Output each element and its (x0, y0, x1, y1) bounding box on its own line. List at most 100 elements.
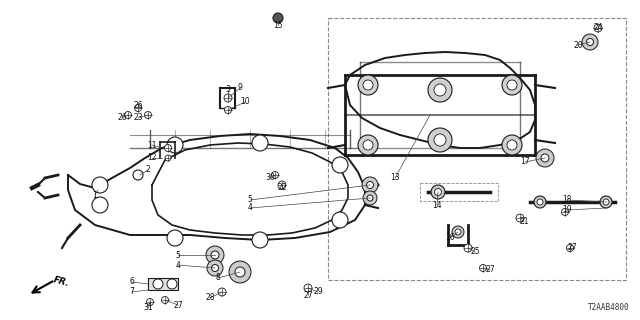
Text: 30: 30 (265, 173, 275, 182)
Text: 12: 12 (147, 154, 157, 163)
Circle shape (507, 80, 517, 90)
Circle shape (455, 229, 461, 235)
Bar (328, 18, 626, 280)
Text: 29: 29 (313, 287, 323, 297)
Circle shape (235, 267, 245, 277)
Bar (420, 183, 498, 201)
Text: 11: 11 (147, 140, 157, 149)
Text: 3: 3 (225, 85, 230, 94)
Circle shape (229, 261, 251, 283)
Circle shape (147, 299, 154, 306)
Circle shape (452, 226, 464, 238)
Circle shape (566, 244, 573, 252)
Circle shape (594, 24, 602, 32)
Circle shape (252, 232, 268, 248)
Circle shape (367, 181, 374, 188)
Text: 28: 28 (205, 293, 215, 302)
Circle shape (502, 75, 522, 95)
Text: 18: 18 (563, 196, 572, 204)
Circle shape (582, 34, 598, 50)
Text: 27: 27 (567, 244, 577, 252)
Text: 9: 9 (237, 84, 243, 92)
Circle shape (561, 209, 568, 215)
Circle shape (134, 105, 141, 111)
Circle shape (537, 199, 543, 205)
Circle shape (363, 80, 373, 90)
Circle shape (428, 128, 452, 152)
Text: 6: 6 (129, 277, 134, 286)
Circle shape (363, 140, 373, 150)
Text: 19: 19 (562, 205, 572, 214)
Text: 13: 13 (390, 173, 400, 182)
Text: 2: 2 (146, 165, 150, 174)
Text: 23: 23 (133, 114, 143, 123)
Circle shape (536, 149, 554, 167)
Circle shape (600, 196, 612, 208)
Text: 16: 16 (445, 234, 455, 243)
Text: 1: 1 (93, 190, 97, 199)
Circle shape (358, 135, 378, 155)
Text: 31: 31 (143, 303, 153, 313)
Circle shape (367, 195, 373, 201)
Circle shape (125, 111, 131, 118)
Circle shape (534, 196, 546, 208)
Circle shape (161, 297, 168, 303)
Text: 20: 20 (573, 41, 583, 50)
Circle shape (363, 191, 377, 205)
Text: 7: 7 (129, 287, 134, 297)
Text: 22: 22 (277, 183, 287, 193)
Circle shape (145, 111, 152, 118)
Circle shape (225, 107, 232, 114)
Text: 26: 26 (117, 114, 127, 123)
Circle shape (304, 284, 312, 292)
Circle shape (434, 84, 446, 96)
Circle shape (586, 38, 593, 45)
Text: FR.: FR. (52, 276, 70, 289)
Text: 10: 10 (240, 98, 250, 107)
Circle shape (464, 244, 472, 252)
Circle shape (252, 135, 268, 151)
Circle shape (207, 260, 223, 276)
Circle shape (211, 265, 218, 271)
Circle shape (211, 251, 219, 259)
Circle shape (133, 170, 143, 180)
Text: 27: 27 (173, 300, 183, 309)
Text: 27: 27 (303, 291, 313, 300)
Circle shape (218, 288, 226, 296)
Text: 21: 21 (519, 218, 529, 227)
Circle shape (206, 246, 224, 264)
Text: 24: 24 (593, 23, 603, 33)
Text: T2AAB4800: T2AAB4800 (588, 303, 630, 312)
Circle shape (224, 94, 232, 102)
Circle shape (362, 177, 378, 193)
Circle shape (541, 154, 549, 162)
Circle shape (167, 230, 183, 246)
Circle shape (603, 199, 609, 205)
Circle shape (92, 197, 108, 213)
Text: 25: 25 (470, 247, 480, 257)
Circle shape (164, 145, 172, 151)
Circle shape (358, 75, 378, 95)
Text: 5: 5 (175, 251, 180, 260)
Circle shape (278, 181, 286, 189)
Circle shape (153, 279, 163, 289)
Circle shape (431, 185, 445, 199)
Circle shape (92, 177, 108, 193)
Circle shape (479, 265, 486, 271)
Circle shape (428, 78, 452, 102)
Circle shape (165, 155, 171, 161)
Circle shape (502, 135, 522, 155)
Circle shape (434, 134, 446, 146)
Circle shape (273, 13, 283, 23)
Circle shape (332, 212, 348, 228)
Text: 17: 17 (520, 157, 530, 166)
Text: 4: 4 (248, 204, 252, 212)
Circle shape (271, 172, 278, 179)
Circle shape (167, 279, 177, 289)
Text: 26: 26 (133, 100, 143, 109)
Circle shape (332, 157, 348, 173)
Text: 4: 4 (175, 260, 180, 269)
Circle shape (167, 137, 183, 153)
Text: 15: 15 (273, 20, 283, 29)
Circle shape (507, 140, 517, 150)
